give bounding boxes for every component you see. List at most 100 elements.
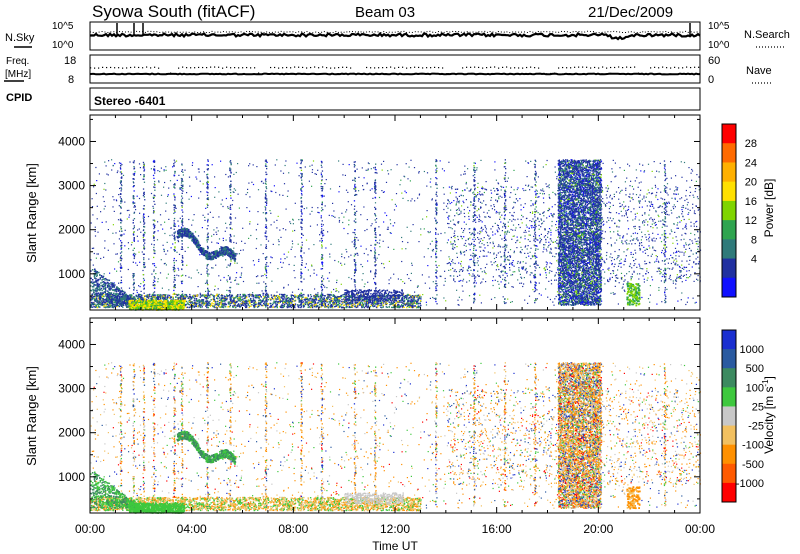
scatter-point	[391, 233, 392, 234]
scatter-point	[435, 182, 436, 183]
scatter-point	[664, 256, 665, 257]
scatter-point	[164, 182, 165, 183]
nave-dot	[118, 67, 119, 68]
scatter-point	[207, 248, 208, 249]
scatter-point	[207, 241, 208, 242]
scatter-point	[108, 160, 109, 161]
scatter-point	[322, 246, 323, 247]
scatter-point	[517, 237, 518, 238]
scatter-point	[95, 231, 96, 232]
scatter-point	[327, 231, 328, 232]
scatter-point	[174, 209, 175, 210]
scatter-point	[230, 291, 231, 292]
scatter-point	[230, 287, 231, 288]
scatter-point	[104, 280, 105, 281]
scatter-point	[197, 270, 198, 271]
scatter-point	[488, 216, 489, 217]
scatter-point	[120, 200, 121, 201]
scatter-point	[564, 225, 565, 226]
scatter-point	[271, 281, 272, 282]
scatter-point	[547, 233, 548, 234]
nave-dot	[246, 67, 247, 68]
scatter-point	[128, 217, 129, 218]
scatter-point	[218, 243, 219, 244]
scatter-point	[309, 181, 310, 182]
scatter-point	[304, 252, 305, 253]
scatter-point	[226, 198, 227, 199]
scatter-point	[569, 169, 570, 170]
scatter-point	[90, 259, 91, 260]
scatter-point	[494, 246, 495, 247]
scatter-point	[667, 183, 668, 184]
scatter-point	[270, 256, 271, 257]
scatter-point	[494, 209, 495, 210]
scatter-point	[613, 273, 614, 274]
scatter-point	[507, 299, 508, 300]
scatter-point	[301, 223, 302, 224]
scatter-point	[635, 228, 636, 229]
scatter-point	[182, 198, 183, 199]
scatter-point	[665, 214, 666, 215]
scatter-point	[482, 230, 483, 231]
scatter-point	[172, 235, 173, 236]
scatter-point	[375, 260, 376, 261]
scatter-point	[374, 191, 375, 192]
scatter-point	[138, 241, 139, 242]
scatter-point	[250, 235, 251, 236]
scatter-point	[269, 210, 270, 211]
scatter-point	[139, 262, 140, 263]
scatter-point	[374, 207, 375, 208]
scatter-point	[348, 220, 349, 221]
scatter-point	[182, 186, 183, 187]
scatter-point	[473, 302, 474, 303]
scatter-point	[473, 269, 474, 270]
scatter-point	[436, 213, 437, 214]
scatter-point	[175, 231, 176, 232]
scatter-point	[688, 167, 689, 168]
scatter-point	[610, 195, 611, 196]
scatter-point	[352, 241, 353, 242]
scatter-point	[163, 187, 164, 188]
scatter-point	[301, 273, 302, 274]
scatter-point	[664, 294, 665, 295]
scatter-point	[499, 288, 500, 289]
scatter-point	[266, 201, 267, 202]
scatter-point	[162, 288, 163, 289]
scatter-point	[154, 211, 155, 212]
scatter-point	[301, 193, 302, 194]
scatter-point	[475, 222, 476, 223]
scatter-point	[266, 161, 267, 162]
scatter-point	[207, 221, 208, 222]
scatter-point	[375, 273, 376, 274]
nave-dot	[530, 67, 531, 68]
scatter-point	[141, 291, 142, 292]
scatter-point	[375, 219, 376, 220]
scatter-point	[339, 186, 340, 187]
nave-dot	[470, 67, 471, 68]
scatter-point	[154, 276, 155, 277]
scatter-point	[143, 241, 144, 242]
scatter-point	[283, 173, 284, 174]
nave-dot	[510, 67, 511, 68]
scatter-point	[424, 228, 425, 229]
scatter-point	[222, 199, 223, 200]
scatter-point	[436, 245, 437, 246]
scatter-point	[354, 180, 355, 181]
scatter-point	[175, 171, 176, 172]
scatter-point	[265, 290, 266, 291]
scatter-point	[303, 279, 304, 280]
scatter-point	[603, 163, 604, 164]
scatter-point	[513, 287, 514, 288]
nave-dot	[154, 67, 155, 68]
scatter-point	[133, 275, 134, 276]
scatter-point	[355, 190, 356, 191]
scatter-point	[515, 242, 516, 243]
nave-dot	[594, 67, 595, 68]
scatter-point	[355, 178, 356, 179]
scatter-point	[143, 264, 144, 265]
scatter-point	[618, 213, 619, 214]
scatter-point	[665, 218, 666, 219]
scatter-point	[668, 263, 669, 264]
scatter-point	[681, 177, 682, 178]
scatter-point	[153, 247, 154, 248]
